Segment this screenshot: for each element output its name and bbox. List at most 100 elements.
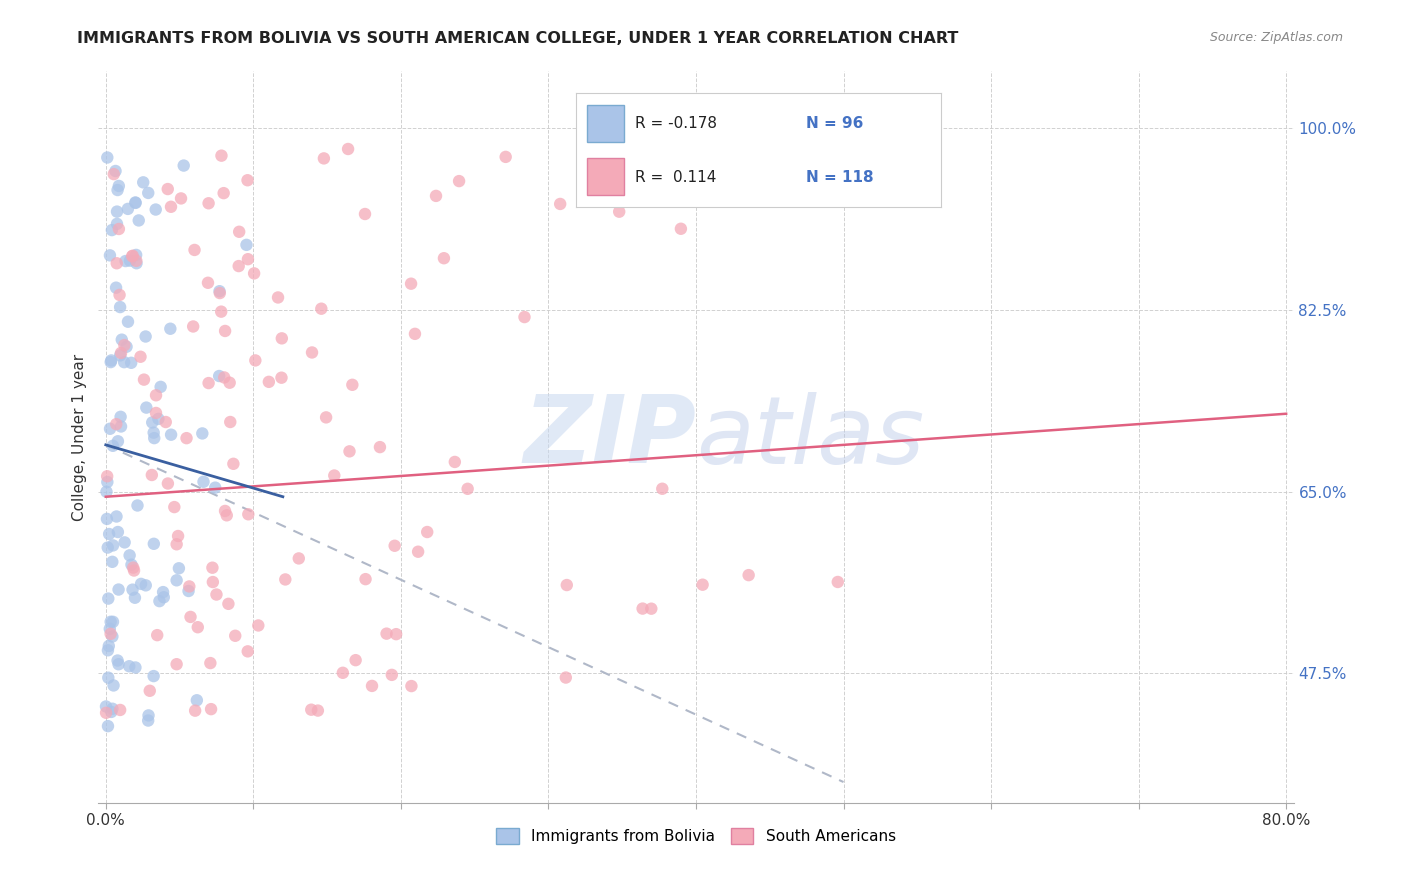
Point <box>124 660 146 674</box>
Point <box>124 195 146 210</box>
Point <box>513 310 536 324</box>
Point <box>105 256 128 270</box>
Point <box>105 204 128 219</box>
Point <box>108 178 131 193</box>
Text: Source: ZipAtlas.com: Source: ZipAtlas.com <box>1209 31 1343 45</box>
Point <box>211 149 233 163</box>
Point <box>218 376 240 390</box>
Point <box>214 324 236 338</box>
Point <box>136 714 159 728</box>
Point <box>177 584 200 599</box>
Point <box>299 703 322 717</box>
Point <box>132 175 155 189</box>
Point <box>100 355 122 369</box>
Point <box>176 431 198 445</box>
Point <box>737 568 759 582</box>
Point <box>457 482 479 496</box>
Point <box>141 467 163 482</box>
Point <box>105 281 128 295</box>
Point <box>121 558 143 572</box>
Point <box>97 591 120 606</box>
Point <box>339 444 361 458</box>
Point <box>97 671 120 685</box>
Point <box>100 353 122 368</box>
Point <box>166 537 188 551</box>
Point <box>114 254 136 268</box>
Point <box>96 512 118 526</box>
Point <box>385 627 408 641</box>
Point <box>125 256 148 270</box>
Point <box>105 509 128 524</box>
Point <box>98 622 121 636</box>
Point <box>228 225 250 239</box>
Point <box>112 355 135 369</box>
Point <box>217 597 239 611</box>
Point <box>96 484 118 499</box>
Point <box>159 322 181 336</box>
Point <box>146 628 169 642</box>
Point <box>100 627 122 641</box>
Point <box>247 618 270 632</box>
Point <box>96 469 118 483</box>
Point <box>197 276 219 290</box>
Point <box>136 186 159 200</box>
Point <box>197 376 219 390</box>
Point <box>311 301 333 316</box>
Point <box>183 243 205 257</box>
Point <box>651 482 673 496</box>
Point <box>121 582 143 597</box>
Point <box>555 578 578 592</box>
Point <box>257 375 280 389</box>
Point <box>145 388 167 402</box>
Point <box>107 657 129 672</box>
Point <box>108 348 131 362</box>
Point <box>184 704 207 718</box>
Point <box>827 574 849 589</box>
Point <box>167 561 190 575</box>
Point <box>236 644 259 658</box>
Point <box>152 585 174 599</box>
Point <box>288 551 311 566</box>
Point <box>143 431 166 445</box>
Point <box>112 338 135 352</box>
Point <box>108 222 131 236</box>
Point <box>155 415 177 429</box>
Point <box>117 202 139 216</box>
Point <box>208 369 231 384</box>
Point <box>187 620 209 634</box>
Point <box>212 370 235 384</box>
Point <box>107 582 129 597</box>
Point <box>156 476 179 491</box>
Point <box>108 300 131 314</box>
Point <box>433 251 456 265</box>
Point <box>170 191 193 205</box>
Point <box>270 331 292 345</box>
Point <box>135 401 157 415</box>
Point <box>142 425 165 440</box>
Point <box>124 591 146 605</box>
Point <box>96 151 118 165</box>
Point <box>236 173 259 187</box>
Point <box>110 419 132 434</box>
Point <box>160 427 183 442</box>
Point <box>108 288 131 302</box>
Point <box>120 356 142 370</box>
Point <box>443 455 465 469</box>
Point <box>118 253 141 268</box>
Point <box>323 468 346 483</box>
Point <box>103 678 125 692</box>
Point <box>118 659 141 673</box>
Point <box>236 252 259 267</box>
Point <box>219 415 242 429</box>
Point <box>101 538 124 552</box>
Point <box>180 610 202 624</box>
Point <box>208 284 231 298</box>
Point <box>301 345 323 359</box>
Point <box>152 591 174 605</box>
Point <box>228 259 250 273</box>
Point <box>129 350 152 364</box>
Point <box>124 195 146 210</box>
Point <box>118 549 141 563</box>
Point <box>204 481 226 495</box>
Point <box>139 683 162 698</box>
